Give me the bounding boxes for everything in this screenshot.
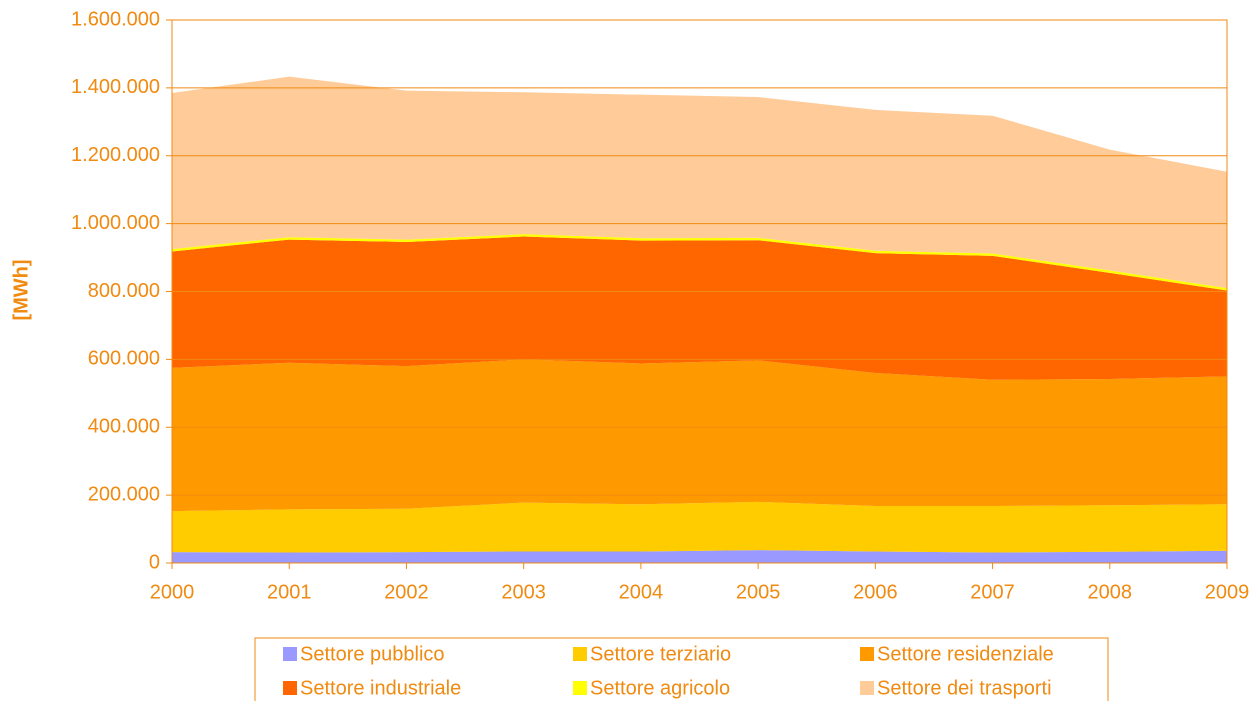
x-tick-label: 2005 (736, 581, 781, 603)
legend-swatch (573, 647, 587, 661)
legend-label: Settore pubblico (300, 643, 445, 665)
y-tick-label: 1.000.000 (71, 212, 160, 234)
area (172, 359, 1227, 512)
legend-swatch (860, 681, 874, 695)
y-tick-label: 400.000 (88, 416, 160, 438)
legend-label: Settore residenziale (877, 643, 1054, 665)
x-tick-label: 2009 (1205, 581, 1250, 603)
y-axis-label: [MWh] (10, 259, 32, 320)
legend-swatch (283, 681, 297, 695)
legend-swatch (860, 647, 874, 661)
area (172, 501, 1227, 553)
y-tick-label: 1.200.000 (71, 144, 160, 166)
x-tick-label: 2000 (150, 581, 195, 603)
legend-label: Settore terziario (590, 643, 731, 665)
legend-label: Settore dei trasporti (877, 677, 1052, 699)
area (172, 234, 1227, 291)
y-tick-label: 200.000 (88, 483, 160, 505)
legend-box (254, 637, 1109, 706)
area (172, 236, 1227, 380)
legend-swatch (573, 681, 587, 695)
legend-swatch (283, 647, 297, 661)
x-tick-label: 2003 (501, 581, 546, 603)
y-tick-label: 1.600.000 (71, 8, 160, 30)
area (172, 76, 1227, 289)
y-tick-label: 800.000 (88, 280, 160, 302)
y-tick-label: 0 (149, 551, 160, 573)
x-tick-label: 2004 (619, 581, 664, 603)
plot-border (171, 19, 1228, 564)
legend-label: Settore agricolo (590, 677, 730, 699)
legend-label: Settore industriale (300, 677, 461, 699)
y-tick-label: 1.400.000 (71, 76, 160, 98)
y-tick-label: 600.000 (88, 348, 160, 370)
x-tick-label: 2006 (853, 581, 898, 603)
x-tick-label: 2001 (267, 581, 312, 603)
x-tick-label: 2008 (1088, 581, 1133, 603)
x-tick-label: 2007 (970, 581, 1015, 603)
x-tick-label: 2002 (384, 581, 429, 603)
area (172, 550, 1227, 563)
